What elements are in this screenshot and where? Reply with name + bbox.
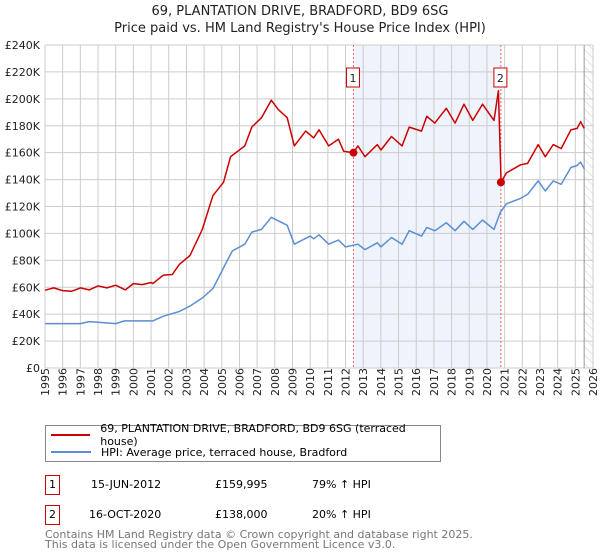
footer-copyright: Contains HM Land Registry data © Crown c… — [45, 528, 473, 541]
y-tick-label: £140K — [5, 174, 41, 187]
sale-row-2: 2 16-OCT-2020 £138,000 20% ↑ HPI — [45, 505, 465, 525]
sale-price: £159,995 — [215, 478, 268, 491]
x-tick-label: 2004 — [198, 368, 211, 396]
y-tick-label: £180K — [5, 120, 41, 133]
series-line-property — [44, 90, 585, 293]
y-tick-label: £40K — [12, 308, 41, 321]
sale-row-1: 1 15-JUN-2012 £159,995 79% ↑ HPI — [45, 475, 465, 495]
y-tick-label: £120K — [5, 201, 41, 214]
x-tick-label: 2009 — [286, 368, 299, 396]
x-tick-label: 1997 — [74, 368, 87, 396]
x-tick-label: 2006 — [233, 368, 246, 396]
legend-swatch-hpi — [51, 451, 91, 453]
x-tick-label: 1999 — [110, 368, 123, 396]
sale-point — [349, 148, 358, 157]
x-tick-label: 2020 — [481, 368, 494, 396]
x-tick-label: 2023 — [534, 368, 547, 396]
legend-item-property: 69, PLANTATION DRIVE, BRADFORD, BD9 6SG … — [46, 422, 440, 448]
sale-price: £138,000 — [215, 508, 268, 521]
sale-date: 15-JUN-2012 — [91, 478, 162, 491]
series-line-hpi — [45, 161, 585, 325]
sale-date: 16-OCT-2020 — [89, 508, 162, 521]
x-tick-label: 2005 — [216, 368, 229, 396]
y-tick-label: £0 — [26, 362, 40, 375]
sale-badge: 2 — [45, 505, 60, 525]
legend: 69, PLANTATION DRIVE, BRADFORD, BD9 6SG … — [45, 422, 441, 462]
sale-point — [496, 178, 505, 187]
x-tick-label: 2022 — [516, 368, 529, 396]
y-tick-label: £240K — [5, 39, 41, 52]
x-tick-label: 2003 — [180, 368, 193, 396]
y-tick-label: £60K — [12, 281, 41, 294]
sale-label: 2 — [497, 72, 504, 85]
x-tick-label: 1996 — [57, 368, 70, 396]
x-tick-label: 2016 — [410, 368, 423, 396]
x-tick-label: 1995 — [39, 368, 52, 396]
x-tick-label: 2021 — [499, 368, 512, 396]
sale-label: 1 — [349, 72, 356, 85]
chart-title: 69, PLANTATION DRIVE, BRADFORD, BD9 6SG — [151, 4, 449, 19]
y-tick-label: £160K — [5, 147, 41, 160]
x-tick-label: 2011 — [322, 368, 335, 396]
chart-subtitle: Price paid vs. HM Land Registry's House … — [114, 21, 486, 36]
x-tick-label: 2026 — [587, 368, 600, 396]
y-tick-label: £200K — [5, 93, 41, 106]
y-tick-label: £220K — [5, 66, 41, 79]
x-tick-label: 2012 — [340, 368, 353, 396]
sale-hpi-change: 79% ↑ HPI — [312, 478, 371, 491]
footer-licence: This data is licensed under the Open Gov… — [45, 538, 396, 551]
sale-badge: 1 — [45, 475, 60, 495]
sale-label-box — [345, 67, 360, 88]
x-tick-label: 2001 — [145, 368, 158, 396]
y-tick-label: £20K — [12, 335, 41, 348]
legend-swatch-property — [51, 434, 91, 436]
legend-label-hpi: HPI: Average price, terraced house, Brad… — [101, 445, 348, 459]
x-tick-label: 2024 — [552, 368, 565, 396]
y-tick-label: £100K — [5, 227, 41, 240]
x-tick-label: 2018 — [446, 368, 459, 396]
x-tick-label: 1998 — [92, 368, 105, 396]
x-tick-label: 2002 — [163, 368, 176, 396]
x-tick-label: 2007 — [251, 368, 264, 396]
x-tick-label: 2013 — [357, 368, 370, 396]
x-tick-label: 2017 — [428, 368, 441, 396]
legend-item-hpi: HPI: Average price, terraced house, Brad… — [46, 444, 347, 460]
y-tick-label: £80K — [12, 254, 41, 267]
sale-label-box — [493, 67, 508, 88]
x-tick-label: 2010 — [304, 368, 317, 396]
x-tick-label: 2000 — [127, 368, 140, 396]
sale-hpi-change: 20% ↑ HPI — [312, 508, 371, 521]
plot-area: 1995 1996 1997 1998 1999 2000 2001 2002 2003 2004… — [5, 39, 600, 396]
x-tick-label: 2025 — [569, 368, 582, 396]
x-tick-label: 2019 — [463, 368, 476, 396]
legend-label-property: 69, PLANTATION DRIVE, BRADFORD, BD9 6SG … — [100, 422, 406, 448]
x-tick-label: 2015 — [393, 368, 406, 396]
x-tick-label: 2008 — [269, 368, 282, 396]
x-tick-label: 2014 — [375, 368, 388, 396]
